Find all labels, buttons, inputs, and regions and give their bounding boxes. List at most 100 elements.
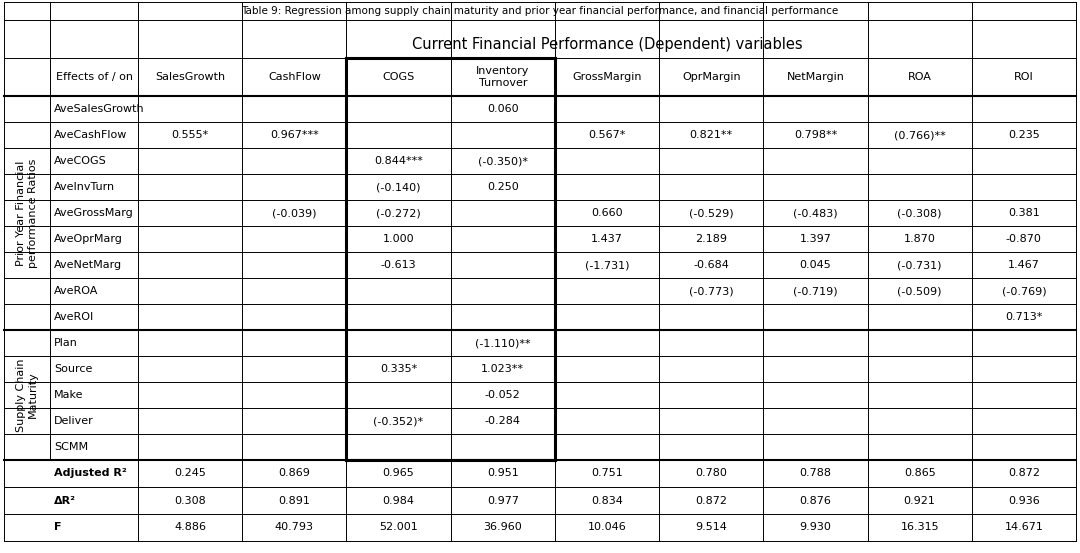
Text: 0.660: 0.660 bbox=[591, 208, 623, 218]
Text: (0.766)**: (0.766)** bbox=[894, 130, 946, 140]
Text: Prior Year Financial
performance Ratios: Prior Year Financial performance Ratios bbox=[16, 158, 38, 268]
Text: 0.060: 0.060 bbox=[487, 104, 518, 114]
Text: 1.397: 1.397 bbox=[799, 234, 832, 244]
Text: 0.713*: 0.713* bbox=[1005, 312, 1042, 322]
Text: 0.965: 0.965 bbox=[382, 468, 415, 478]
Text: 0.798**: 0.798** bbox=[794, 130, 837, 140]
Text: 0.045: 0.045 bbox=[799, 260, 832, 270]
Text: -0.613: -0.613 bbox=[381, 260, 417, 270]
Text: -0.052: -0.052 bbox=[485, 390, 521, 400]
Text: (-0.352)*: (-0.352)* bbox=[374, 416, 423, 426]
Text: (-0.039): (-0.039) bbox=[272, 208, 316, 218]
Text: 0.872: 0.872 bbox=[1008, 468, 1040, 478]
Text: 0.869: 0.869 bbox=[279, 468, 310, 478]
Text: 16.315: 16.315 bbox=[901, 523, 939, 533]
Text: (-0.140): (-0.140) bbox=[376, 182, 421, 192]
Text: NetMargin: NetMargin bbox=[786, 72, 845, 82]
Text: AveSalesGrowth: AveSalesGrowth bbox=[54, 104, 145, 114]
Text: 1.000: 1.000 bbox=[382, 234, 415, 244]
Text: 0.245: 0.245 bbox=[174, 468, 206, 478]
Text: AveCOGS: AveCOGS bbox=[54, 156, 107, 166]
Text: 0.821**: 0.821** bbox=[690, 130, 733, 140]
Text: Supply Chain
Maturity: Supply Chain Maturity bbox=[16, 358, 38, 432]
Text: (-1.731): (-1.731) bbox=[584, 260, 630, 270]
Text: Source: Source bbox=[54, 364, 93, 374]
Text: 2.189: 2.189 bbox=[696, 234, 727, 244]
Text: 0.780: 0.780 bbox=[696, 468, 727, 478]
Text: 0.235: 0.235 bbox=[1008, 130, 1040, 140]
Text: (-0.773): (-0.773) bbox=[689, 286, 733, 296]
Text: AveROI: AveROI bbox=[54, 312, 94, 322]
Text: 0.250: 0.250 bbox=[487, 182, 518, 192]
Text: 1.023**: 1.023** bbox=[482, 364, 524, 374]
Text: 0.872: 0.872 bbox=[696, 495, 727, 505]
Text: Make: Make bbox=[54, 390, 83, 400]
Text: (-0.483): (-0.483) bbox=[793, 208, 838, 218]
Text: Plan: Plan bbox=[54, 338, 78, 348]
Text: Current Financial Performance (Dependent) variables: Current Financial Performance (Dependent… bbox=[411, 38, 802, 53]
Text: (-0.272): (-0.272) bbox=[376, 208, 421, 218]
Text: Adjusted R²: Adjusted R² bbox=[54, 468, 126, 478]
Text: 0.751: 0.751 bbox=[591, 468, 623, 478]
Text: GrossMargin: GrossMargin bbox=[572, 72, 642, 82]
Text: 0.977: 0.977 bbox=[487, 495, 518, 505]
Text: 0.844***: 0.844*** bbox=[374, 156, 423, 166]
Text: 40.793: 40.793 bbox=[274, 523, 314, 533]
Text: 0.834: 0.834 bbox=[591, 495, 623, 505]
Text: Deliver: Deliver bbox=[54, 416, 94, 426]
Text: 1.437: 1.437 bbox=[591, 234, 623, 244]
Text: (-0.719): (-0.719) bbox=[793, 286, 838, 296]
Text: F: F bbox=[54, 523, 62, 533]
Text: (-0.731): (-0.731) bbox=[897, 260, 942, 270]
Text: (-0.529): (-0.529) bbox=[689, 208, 733, 218]
Text: AveGrossMarg: AveGrossMarg bbox=[54, 208, 134, 218]
Text: 0.555*: 0.555* bbox=[172, 130, 208, 140]
Text: SalesGrowth: SalesGrowth bbox=[156, 72, 225, 82]
Text: CashFlow: CashFlow bbox=[268, 72, 321, 82]
Text: ΔR²: ΔR² bbox=[54, 495, 76, 505]
Text: Table 9: Regression among supply chain maturity and prior year financial perform: Table 9: Regression among supply chain m… bbox=[241, 6, 839, 16]
Text: 0.335*: 0.335* bbox=[380, 364, 417, 374]
Text: AveCashFlow: AveCashFlow bbox=[54, 130, 127, 140]
Text: AveInvTurn: AveInvTurn bbox=[54, 182, 116, 192]
Text: 0.308: 0.308 bbox=[174, 495, 206, 505]
Text: 1.870: 1.870 bbox=[904, 234, 935, 244]
Text: 0.381: 0.381 bbox=[1008, 208, 1040, 218]
Text: -0.870: -0.870 bbox=[1005, 234, 1042, 244]
Text: 0.865: 0.865 bbox=[904, 468, 935, 478]
Text: 0.876: 0.876 bbox=[799, 495, 832, 505]
Text: (-0.308): (-0.308) bbox=[897, 208, 942, 218]
Text: AveOprMarg: AveOprMarg bbox=[54, 234, 123, 244]
Text: Inventory
Turnover: Inventory Turnover bbox=[476, 66, 529, 88]
Text: 1.467: 1.467 bbox=[1008, 260, 1040, 270]
Text: -0.284: -0.284 bbox=[485, 416, 521, 426]
Text: 0.788: 0.788 bbox=[799, 468, 832, 478]
Text: AveNetMarg: AveNetMarg bbox=[54, 260, 122, 270]
Text: (-0.350)*: (-0.350)* bbox=[477, 156, 528, 166]
Text: 0.891: 0.891 bbox=[279, 495, 310, 505]
Text: (-0.769): (-0.769) bbox=[1001, 286, 1047, 296]
Text: 0.951: 0.951 bbox=[487, 468, 518, 478]
Text: 0.567*: 0.567* bbox=[589, 130, 625, 140]
Text: COGS: COGS bbox=[382, 72, 415, 82]
Text: (-1.110)**: (-1.110)** bbox=[475, 338, 530, 348]
Text: 9.514: 9.514 bbox=[696, 523, 727, 533]
Text: 52.001: 52.001 bbox=[379, 523, 418, 533]
Text: 0.921: 0.921 bbox=[904, 495, 935, 505]
Text: 4.886: 4.886 bbox=[174, 523, 206, 533]
Text: 9.930: 9.930 bbox=[799, 523, 832, 533]
Text: 0.967***: 0.967*** bbox=[270, 130, 319, 140]
Text: AveROA: AveROA bbox=[54, 286, 98, 296]
Text: 10.046: 10.046 bbox=[588, 523, 626, 533]
Text: 0.984: 0.984 bbox=[382, 495, 415, 505]
Text: ROI: ROI bbox=[1014, 72, 1034, 82]
Text: -0.684: -0.684 bbox=[693, 260, 729, 270]
Text: SCMM: SCMM bbox=[54, 442, 89, 452]
Text: Effects of / on: Effects of / on bbox=[55, 72, 133, 82]
Text: ROA: ROA bbox=[907, 72, 932, 82]
Text: (-0.509): (-0.509) bbox=[897, 286, 942, 296]
Text: 14.671: 14.671 bbox=[1004, 523, 1043, 533]
Text: 36.960: 36.960 bbox=[484, 523, 522, 533]
Text: OprMargin: OprMargin bbox=[681, 72, 741, 82]
Text: 0.936: 0.936 bbox=[1008, 495, 1040, 505]
